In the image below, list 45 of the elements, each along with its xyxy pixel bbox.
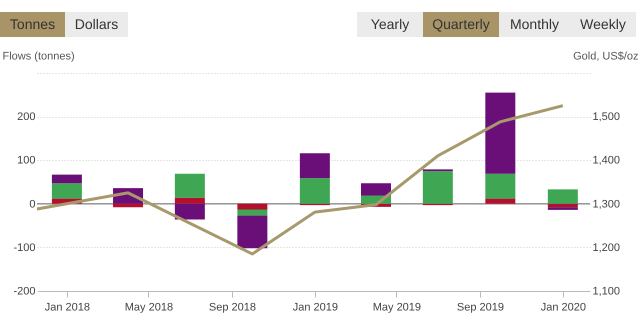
- y-tick-label: 200: [17, 111, 36, 124]
- text: Monthly: [510, 16, 560, 32]
- y-tick-label: 0: [29, 198, 36, 210]
- bar: [548, 189, 578, 204]
- bar: [300, 178, 330, 204]
- bar: [174, 204, 205, 220]
- text: Dollars: [74, 16, 118, 32]
- bar: [237, 204, 268, 210]
- y-axis-title: Flows (tonnes): [2, 50, 75, 62]
- bar: [113, 204, 144, 208]
- text: Tonnes: [10, 16, 56, 32]
- y2-tick-label: 1,400: [592, 154, 620, 167]
- bar: [485, 198, 516, 204]
- y-tick-label: -200: [13, 286, 36, 298]
- bar: [422, 171, 453, 204]
- y2-axis-title: Gold, US$/oz: [573, 50, 638, 62]
- x-tick-label: Sep 2019: [456, 302, 504, 314]
- bar: [300, 153, 330, 178]
- y2-tick-label: 1,300: [592, 198, 620, 210]
- bar: [485, 92, 516, 174]
- y-tick-label: 100: [17, 154, 36, 167]
- x-tick-label: Jan 2019: [292, 302, 338, 314]
- x-tick-label: May 2019: [372, 302, 422, 314]
- line-series: [36, 104, 564, 256]
- bar: [361, 183, 391, 196]
- text: Quarterly: [432, 16, 490, 32]
- bar: [52, 183, 82, 199]
- y2-tick-label: 1,100: [592, 286, 620, 298]
- bar: [548, 204, 578, 208]
- bar: [52, 174, 82, 184]
- text: Weekly: [580, 16, 626, 32]
- bar: [237, 216, 268, 248]
- x-tick-label: May 2018: [124, 302, 174, 314]
- text: Yearly: [370, 16, 410, 32]
- x-tick-label: Sep 2018: [208, 302, 256, 314]
- x-tick-label: Jan 2018: [44, 302, 90, 314]
- bar: [174, 198, 205, 204]
- bar: [174, 174, 205, 198]
- y2-tick-label: 1,200: [592, 242, 620, 254]
- bar: [548, 207, 578, 210]
- bar: [485, 174, 516, 199]
- y2-tick-label: 1,500: [592, 111, 620, 124]
- x-tick-label: Jan 2020: [540, 302, 586, 314]
- bar: [237, 209, 268, 216]
- y-tick-label: -100: [13, 242, 36, 254]
